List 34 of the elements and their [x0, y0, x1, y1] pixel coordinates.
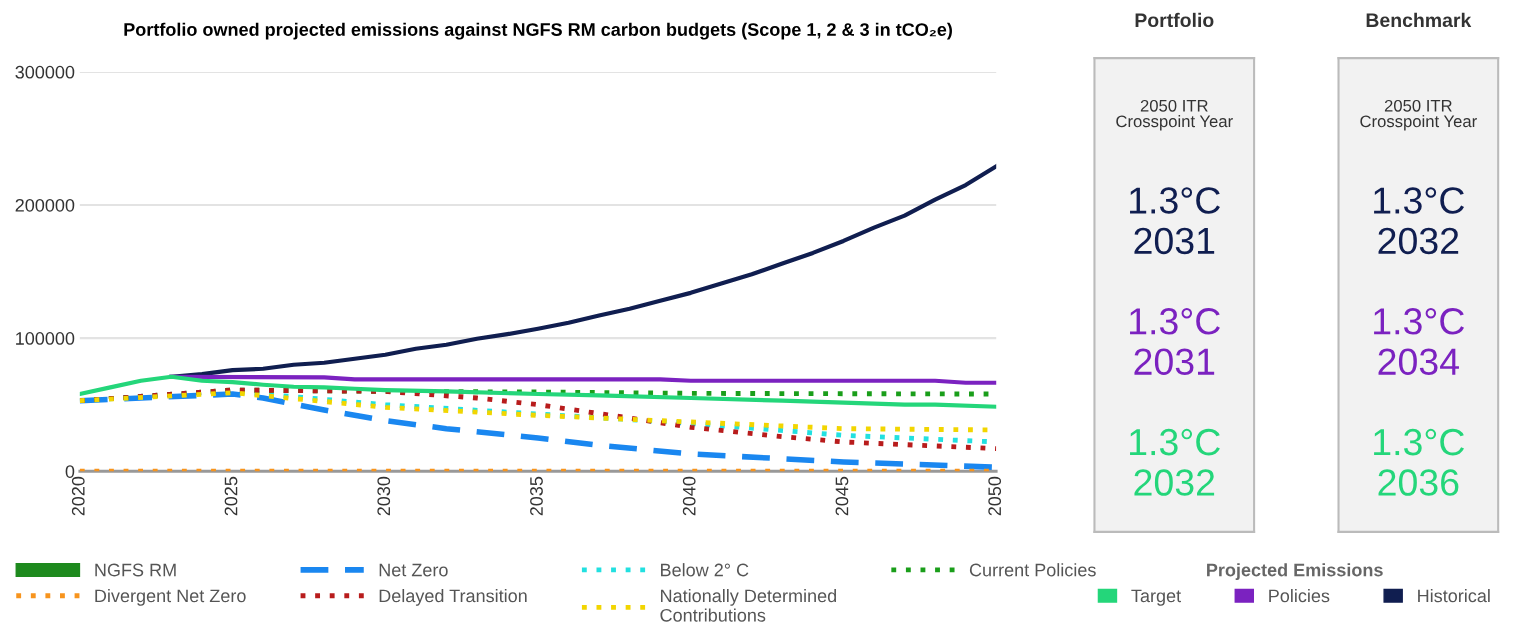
legend-label: Historical — [1418, 588, 1490, 603]
y-tick-label: 300000 — [15, 65, 75, 79]
chart-title: Portfolio owned projected emissions against NGFS RM carbon budgets (Scope 1, 2 & 3 in tCO₂e) — [124, 22, 952, 40]
x-tick-label: 2045 — [835, 476, 849, 516]
x-tick-label: 2035 — [530, 476, 543, 516]
x-tick-label: 2040 — [682, 476, 696, 516]
legend-label: Nationally Determined Contributions — [660, 588, 837, 622]
text: 1.3°C 2032 — [1374, 187, 1465, 255]
text: 1.3°C 2031 — [1130, 187, 1220, 255]
text: Benchmark — [1366, 12, 1472, 28]
x-tick-label: 2030 — [377, 476, 391, 516]
text: 1.3°C 2036 — [1374, 428, 1465, 496]
legend-label: Policies — [1269, 588, 1330, 603]
legend-label: Target — [1131, 589, 1181, 606]
line-series — [79, 374, 997, 409]
x-tick-label: 2050 — [988, 476, 1002, 516]
y-tick-label: 100000 — [16, 332, 75, 345]
x-tick-label: 2020 — [71, 476, 85, 516]
legend-title: Projected Emissions — [1207, 563, 1383, 580]
text: Portfolio — [1135, 12, 1214, 28]
text: 2050 ITR Crosspoint Year — [1360, 99, 1477, 131]
text: 1.3°C 2034 — [1374, 308, 1465, 376]
legend-label: NGFS RM — [95, 563, 176, 577]
legend-label: Divergent Net Zero — [95, 588, 246, 606]
legend-label: Delayed Transition — [379, 588, 527, 606]
x-tick-label: 2025 — [224, 476, 238, 516]
legend-label: Below 2° C — [661, 563, 749, 577]
y-tick-label: 0 — [65, 465, 75, 478]
legend-label: Net Zero — [379, 563, 448, 577]
text: 1.3°C 2031 — [1130, 308, 1220, 376]
text: 2050 ITR Crosspoint Year — [1116, 99, 1233, 131]
legend-label: Current Policies — [969, 563, 1096, 577]
text: 1.3°C 2032 — [1130, 428, 1220, 496]
y-tick-label: 200000 — [15, 198, 75, 212]
